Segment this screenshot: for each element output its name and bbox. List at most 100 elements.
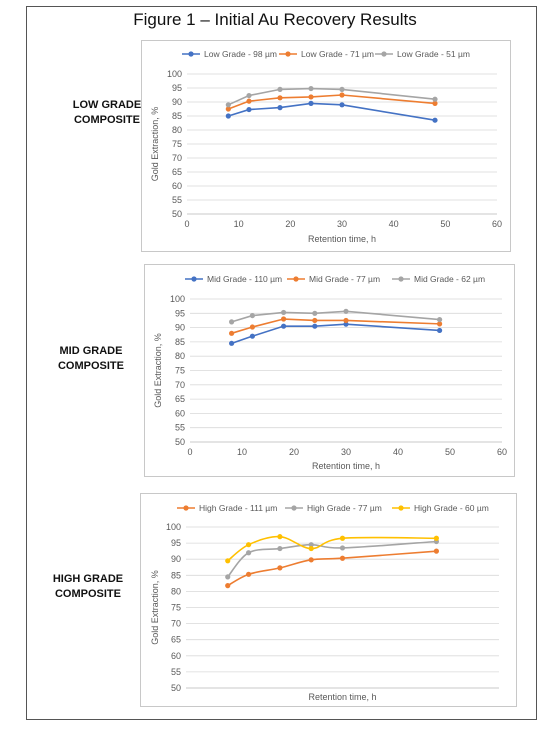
legend-label: Low Grade - 71 µm — [301, 49, 374, 59]
data-point — [246, 92, 252, 99]
data-point — [312, 310, 318, 316]
series-line — [231, 323, 440, 345]
series-line — [227, 550, 437, 587]
y-tick-label: 75 — [172, 139, 182, 149]
y-tick-label: 100 — [170, 294, 185, 304]
y-tick-label: 100 — [167, 69, 182, 79]
data-point — [249, 333, 255, 339]
y-tick-label: 80 — [171, 586, 181, 596]
data-point — [437, 327, 443, 334]
legend-swatch-marker — [293, 276, 299, 282]
chart-svg: 50 55 60 65 70 75 80 85 90 95 100 0 10 20 30 40 50 60 Rete… — [153, 274, 507, 471]
data-point — [432, 100, 438, 106]
y-tick-label: 90 — [172, 97, 182, 107]
data-point — [343, 317, 349, 324]
data-point — [277, 105, 283, 111]
section-label-low: LOW GRADE COMPOSITE — [52, 98, 162, 128]
y-tick-label: 75 — [171, 603, 181, 613]
y-tick-label: 50 — [171, 683, 181, 693]
x-tick-label: 30 — [341, 447, 351, 457]
section-label-high: HIGH GRADE COMPOSITE — [33, 572, 143, 602]
data-point — [312, 323, 318, 329]
data-point — [246, 571, 252, 577]
x-tick-label: 10 — [234, 219, 244, 229]
legend-label: Mid Grade - 77 µm — [309, 274, 380, 284]
y-tick-label: 95 — [175, 308, 185, 318]
data-point — [312, 317, 318, 324]
y-tick-label: 95 — [171, 538, 181, 548]
legend-swatch-marker — [285, 51, 291, 57]
y-tick-label: 55 — [171, 667, 181, 677]
legend-label: High Grade - 60 µm — [414, 503, 489, 513]
x-axis-title: Retention time, h — [312, 461, 380, 471]
legend-swatch-marker — [183, 505, 189, 511]
legend-label: Mid Grade - 110 µm — [207, 274, 282, 284]
series-line — [231, 310, 440, 323]
figure-frame — [26, 6, 537, 720]
y-tick-label: 70 — [175, 380, 185, 390]
y-tick-label: 65 — [175, 394, 185, 404]
x-tick-label: 0 — [184, 219, 189, 229]
data-point — [246, 542, 252, 548]
data-point — [229, 340, 235, 346]
data-point — [343, 308, 349, 314]
data-point — [246, 550, 252, 556]
series-line — [227, 535, 437, 562]
legend-swatch-marker — [398, 276, 404, 282]
y-tick-label: 60 — [171, 651, 181, 661]
section-label-line1: HIGH GRADE — [52, 573, 124, 585]
legend-label: Mid Grade - 62 µm — [414, 274, 485, 284]
y-tick-label: 85 — [175, 337, 185, 347]
y-tick-label: 55 — [172, 195, 182, 205]
data-point — [339, 92, 345, 98]
section-label-mid: MID GRADE COMPOSITE — [36, 344, 146, 374]
y-tick-label: 60 — [175, 408, 185, 418]
data-point — [437, 316, 443, 323]
y-tick-label: 50 — [172, 209, 182, 219]
y-tick-label: 55 — [175, 423, 185, 433]
x-tick-label: 50 — [440, 219, 450, 229]
x-tick-label: 40 — [393, 447, 403, 457]
legend-label: High Grade - 77 µm — [307, 503, 382, 513]
x-tick-label: 50 — [445, 447, 455, 457]
chart-low-grade: 50 55 60 65 70 75 80 85 90 95 100 0 10 20 30 40 50 60 Rete… — [141, 40, 511, 252]
data-point — [277, 565, 283, 571]
x-tick-label: 60 — [497, 447, 507, 457]
y-tick-label: 70 — [171, 619, 181, 629]
data-point — [249, 312, 255, 319]
series-line — [228, 102, 436, 121]
data-point — [225, 106, 231, 112]
section-label-line2: COMPOSITE — [54, 588, 121, 600]
data-point — [432, 117, 438, 123]
y-tick-label: 85 — [172, 111, 182, 121]
data-point — [339, 102, 345, 108]
x-tick-label: 10 — [237, 447, 247, 457]
data-point — [308, 94, 314, 100]
data-point — [225, 583, 231, 589]
chart-mid-grade: 50 55 60 65 70 75 80 85 90 95 100 0 10 20 30 40 50 60 Rete… — [144, 264, 515, 477]
data-point — [229, 330, 235, 336]
data-point — [277, 95, 283, 101]
chart-svg: 50 55 60 65 70 75 80 85 90 95 100 0 10 20 30 40 50 60 Rete… — [150, 49, 502, 244]
figure-title: Figure 1 – Initial Au Recovery Results — [133, 10, 417, 29]
section-label-line2: COMPOSITE — [73, 114, 140, 126]
y-tick-label: 80 — [175, 351, 185, 361]
chart-high-grade: 50 55 60 65 70 75 80 85 90 95 100 Retention time, h… — [140, 493, 517, 707]
series-line — [231, 318, 440, 335]
y-tick-label: 90 — [171, 554, 181, 564]
legend-label: Low Grade - 98 µm — [204, 49, 277, 59]
series-line — [228, 87, 436, 106]
data-point — [277, 545, 283, 552]
data-point — [339, 535, 346, 541]
data-point — [277, 534, 283, 540]
series-line — [228, 94, 436, 110]
section-label-line1: MID GRADE — [59, 345, 123, 357]
legend-swatch-marker — [188, 51, 194, 57]
y-axis-title: Gold Extraction, % — [153, 333, 163, 408]
data-point — [225, 558, 231, 564]
x-tick-label: 40 — [389, 219, 399, 229]
legend-swatch-marker — [398, 505, 404, 511]
legend-label: High Grade - 111 µm — [199, 503, 277, 513]
y-tick-label: 50 — [175, 437, 185, 447]
y-tick-label: 65 — [172, 167, 182, 177]
